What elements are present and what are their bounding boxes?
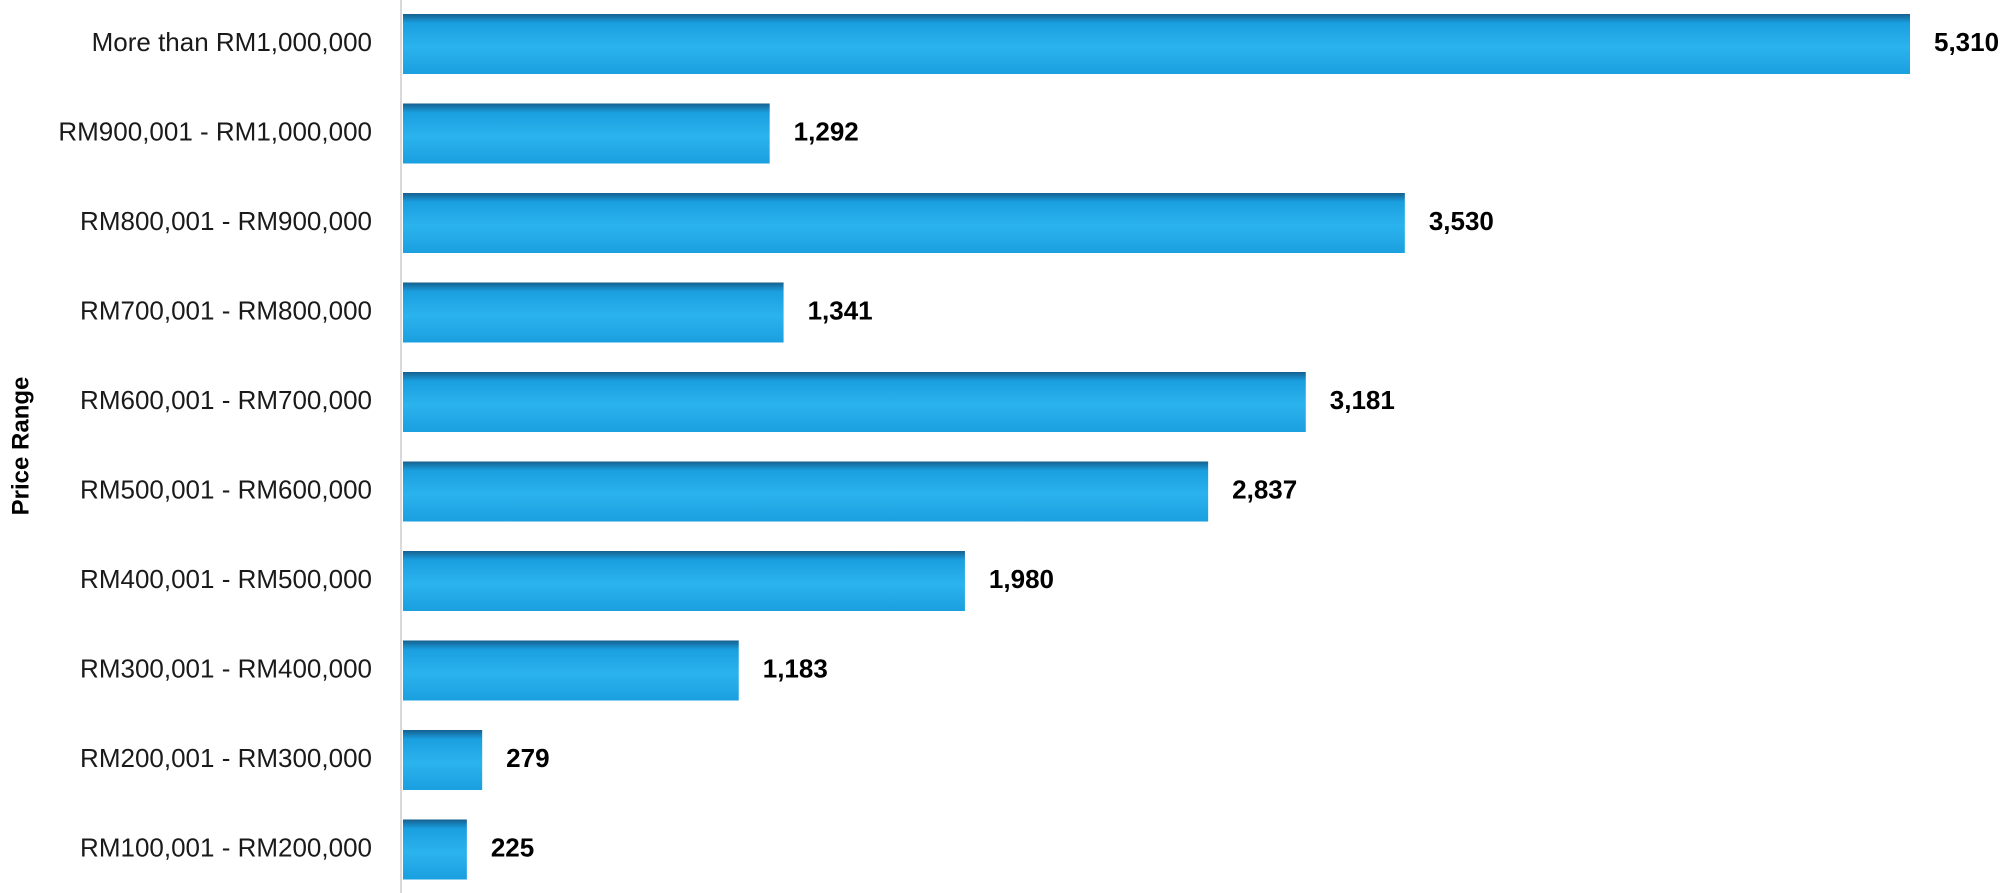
- category-label: RM700,001 - RM800,000: [80, 295, 372, 325]
- data-label: 1,341: [808, 295, 873, 325]
- bar: [403, 461, 1209, 522]
- category-label: RM200,001 - RM300,000: [80, 743, 372, 773]
- data-label: 1,980: [989, 564, 1054, 594]
- data-label: 279: [506, 743, 549, 773]
- category-label: RM800,001 - RM900,000: [80, 206, 372, 236]
- data-label: 1,292: [794, 116, 859, 146]
- category-label: RM300,001 - RM400,000: [80, 653, 372, 683]
- data-label: 5,310: [1934, 27, 1999, 57]
- category-label: RM600,001 - RM700,000: [80, 385, 372, 415]
- category-label: RM500,001 - RM600,000: [80, 474, 372, 504]
- value-labels-group: 5,310 1,292 3,530 1,341 3,181 2,837 1,980 1,183…: [491, 27, 1999, 863]
- bar: [403, 372, 1306, 432]
- bar: [403, 730, 483, 790]
- bar: [403, 103, 770, 164]
- bar: [403, 193, 1405, 253]
- category-labels-group: More than RM1,000,000 RM900,001 - RM1,000…: [58, 27, 372, 863]
- bar: [403, 551, 965, 611]
- bars-group: [403, 14, 1910, 880]
- y-axis-title: Price Range: [7, 377, 34, 516]
- data-label: 2,837: [1232, 474, 1297, 504]
- bar: [403, 640, 739, 701]
- category-label: RM900,001 - RM1,000,000: [58, 116, 372, 146]
- category-label: RM100,001 - RM200,000: [80, 832, 372, 862]
- data-label: 3,181: [1330, 385, 1395, 415]
- data-label: 3,530: [1429, 206, 1494, 236]
- bar: [403, 14, 1910, 74]
- bar: [403, 819, 467, 880]
- data-label: 1,183: [763, 653, 828, 683]
- bar: [403, 282, 784, 343]
- data-label: 225: [491, 832, 534, 862]
- category-label: RM400,001 - RM500,000: [80, 564, 372, 594]
- category-label: More than RM1,000,000: [92, 27, 372, 57]
